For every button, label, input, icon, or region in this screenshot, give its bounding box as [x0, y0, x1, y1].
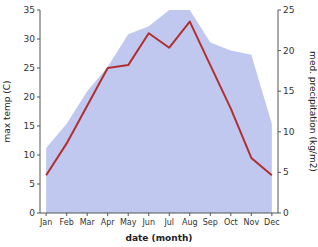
y-tick — [37, 68, 40, 69]
x-axis-label: date (month) — [126, 233, 193, 243]
x-tick-label: May — [120, 218, 137, 227]
y-tick-label: 10 — [24, 150, 36, 160]
x-tick — [128, 213, 129, 216]
y2-tick — [278, 91, 281, 92]
y-tick-label: 20 — [24, 92, 36, 102]
x-tick-label: Mar — [80, 218, 96, 227]
x-tick-label: Sep — [203, 218, 218, 227]
y-tick-label: 30 — [24, 34, 36, 44]
x-tick-label: Feb — [60, 218, 74, 227]
x-tick-label: Jul — [163, 218, 174, 227]
x-tick — [46, 213, 47, 216]
x-axis-line — [40, 213, 278, 214]
y2-tick-label: 10 — [283, 127, 295, 137]
y2-tick — [278, 213, 281, 214]
x-tick-label: Jun — [141, 218, 155, 227]
x-tick — [148, 213, 149, 216]
x-tick — [251, 213, 252, 216]
area — [46, 10, 272, 213]
y2-tick — [278, 10, 281, 11]
y-tick — [37, 97, 40, 98]
y-tick — [37, 184, 40, 185]
y2-axis-label: med. precipitation (kg/m2) — [308, 51, 318, 172]
y-tick-label: 5 — [29, 179, 35, 189]
y-tick-label: 35 — [24, 5, 35, 15]
y-tick — [37, 10, 40, 11]
y2-tick-label: 20 — [283, 46, 295, 56]
line — [46, 22, 272, 176]
y-tick — [37, 126, 40, 127]
y2-tick-label: 15 — [283, 86, 294, 96]
x-tick-label: Dec — [264, 218, 279, 227]
y-tick — [37, 155, 40, 156]
y2-tick — [278, 131, 281, 132]
x-tick — [169, 213, 170, 216]
y2-tick-label: 5 — [283, 167, 289, 177]
x-tick — [66, 213, 67, 216]
y-tick-label: 0 — [29, 208, 35, 218]
x-tick — [107, 213, 108, 216]
x-tick-label: Aug — [182, 218, 198, 227]
y2-tick — [278, 172, 281, 173]
y-axis-label: max temp (C) — [2, 80, 12, 142]
y-tick-label: 15 — [24, 121, 35, 131]
plot-area — [46, 10, 272, 213]
x-tick — [210, 213, 211, 216]
x-tick-label: Oct — [224, 218, 238, 227]
y-tick — [37, 39, 40, 40]
x-tick-label: Apr — [101, 218, 116, 227]
y-tick-label: 25 — [24, 63, 35, 73]
y2-tick-label: 25 — [283, 5, 294, 15]
y2-tick — [278, 50, 281, 51]
x-tick — [271, 213, 272, 216]
x-tick-label: Nov — [244, 218, 260, 227]
y-tick — [37, 213, 40, 214]
chart: 0 5 10 15 20 25 30 35 0 5 10 15 20 25 Jan Feb Mar Apr May J… — [0, 0, 318, 247]
y2-tick-label: 0 — [283, 208, 289, 218]
y-axis-line — [40, 10, 41, 213]
x-tick — [189, 213, 190, 216]
background — [0, 0, 318, 247]
x-tick — [87, 213, 88, 216]
y2-axis-line — [278, 10, 279, 213]
x-tick — [230, 213, 231, 216]
x-tick-label: Jan — [39, 218, 52, 227]
